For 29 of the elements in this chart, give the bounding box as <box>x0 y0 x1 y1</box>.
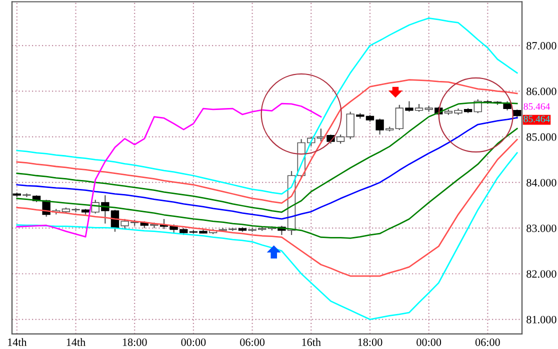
y-tick-label: 82.000 <box>526 270 556 278</box>
candlestick <box>346 111 354 140</box>
line-series <box>16 102 322 238</box>
text: 85.464 <box>524 116 550 122</box>
x-tick-label: 16th <box>302 338 321 346</box>
y-tick-label: 83.000 <box>526 224 556 232</box>
x-tick-label: 18:00 <box>358 338 382 346</box>
x-tick-label: 06:00 <box>475 338 500 346</box>
line-series <box>16 79 518 204</box>
line-series <box>16 116 518 220</box>
x-tick-label: 00:00 <box>416 338 442 346</box>
line-series <box>16 102 518 213</box>
y-tick-label: 81.000 <box>526 316 556 324</box>
candlestick <box>395 104 404 131</box>
line-series <box>16 17 518 195</box>
y-tick-label: 87.000 <box>526 42 556 50</box>
x-tick-label: 14th <box>66 338 86 346</box>
x-tick-label: 00:00 <box>181 338 206 346</box>
y-tick-label: 86.000 <box>526 88 556 96</box>
x-tick-label: 18:00 <box>122 338 147 346</box>
line-series <box>16 138 518 277</box>
x-tick-label: 06:00 <box>240 338 265 346</box>
text: 85.464 <box>524 103 550 110</box>
candlestick <box>336 134 345 144</box>
line-series <box>16 128 518 239</box>
y-tick-label: 85.000 <box>526 133 556 141</box>
x-tick-label: 14th <box>8 338 27 346</box>
y-tick-label: 84.000 <box>526 178 556 186</box>
line-series <box>16 152 518 320</box>
